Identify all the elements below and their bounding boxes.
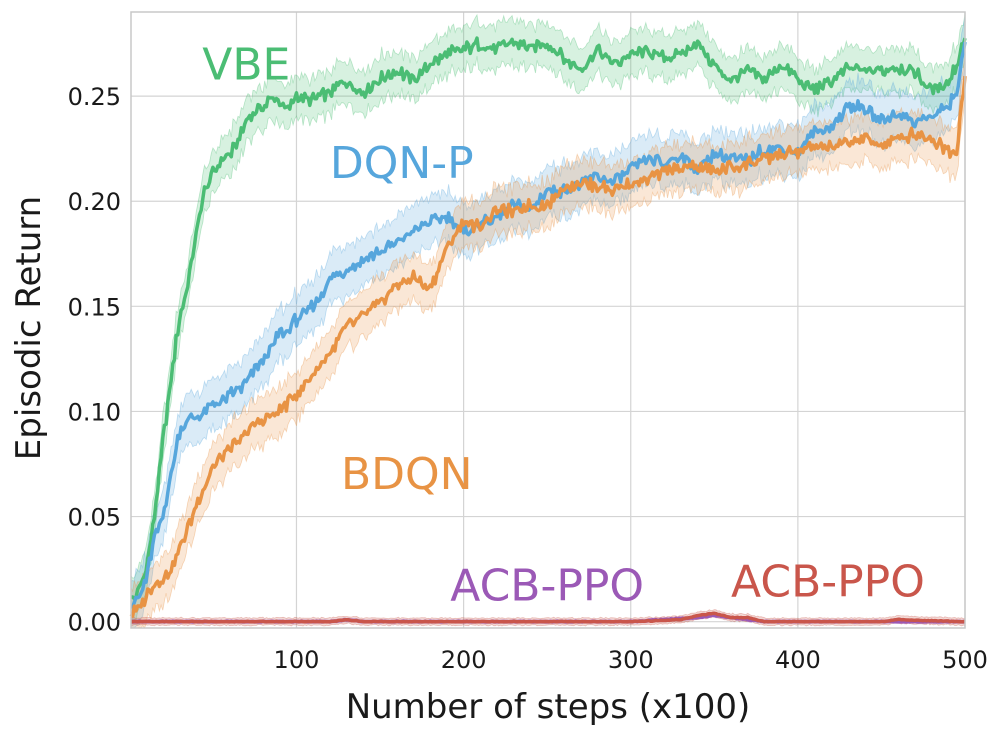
- x-tick-label: 300: [608, 646, 654, 674]
- series-label-acb-ppo-red: ACB-PPO: [731, 556, 925, 607]
- y-tick-label: 0.00: [68, 609, 121, 637]
- line-dqn-p: [130, 41, 967, 609]
- series-label-bdqn: BDQN: [341, 449, 473, 500]
- y-tick-label: 0.15: [68, 293, 121, 321]
- line-acb-ppo-red: [130, 611, 966, 624]
- series-lines: [129, 36, 967, 624]
- y-tick-label: 0.05: [68, 504, 121, 532]
- y-tick-label: 0.10: [68, 398, 121, 426]
- series-label-dqn-p: DQN-P: [330, 138, 474, 189]
- x-tick-label: 100: [274, 646, 320, 674]
- x-axis-label: Number of steps (x100): [346, 687, 751, 727]
- y-axis-label: Episodic Return: [9, 196, 49, 460]
- x-tick-label: 200: [441, 646, 487, 674]
- series-label-acb-ppo-purple: ACB-PPO: [450, 561, 644, 612]
- line-bdqn: [129, 75, 967, 618]
- band-acb-ppo-red: [130, 609, 966, 627]
- y-tick-label: 0.20: [68, 188, 121, 216]
- x-tick-label: 500: [942, 646, 988, 674]
- y-tick-label: 0.25: [68, 83, 121, 111]
- series-labels: VBE DQN-P BDQN ACB-PPO ACB-PPO: [202, 39, 925, 611]
- x-tick-label: 400: [775, 646, 821, 674]
- y-tick-labels: 0.00 0.05 0.10 0.15 0.20 0.25: [68, 83, 121, 637]
- line-vbe: [130, 36, 967, 601]
- x-tick-labels: 100 200 300 400 500: [274, 646, 988, 674]
- plot-frame: [130, 11, 966, 629]
- series-label-vbe: VBE: [202, 39, 290, 90]
